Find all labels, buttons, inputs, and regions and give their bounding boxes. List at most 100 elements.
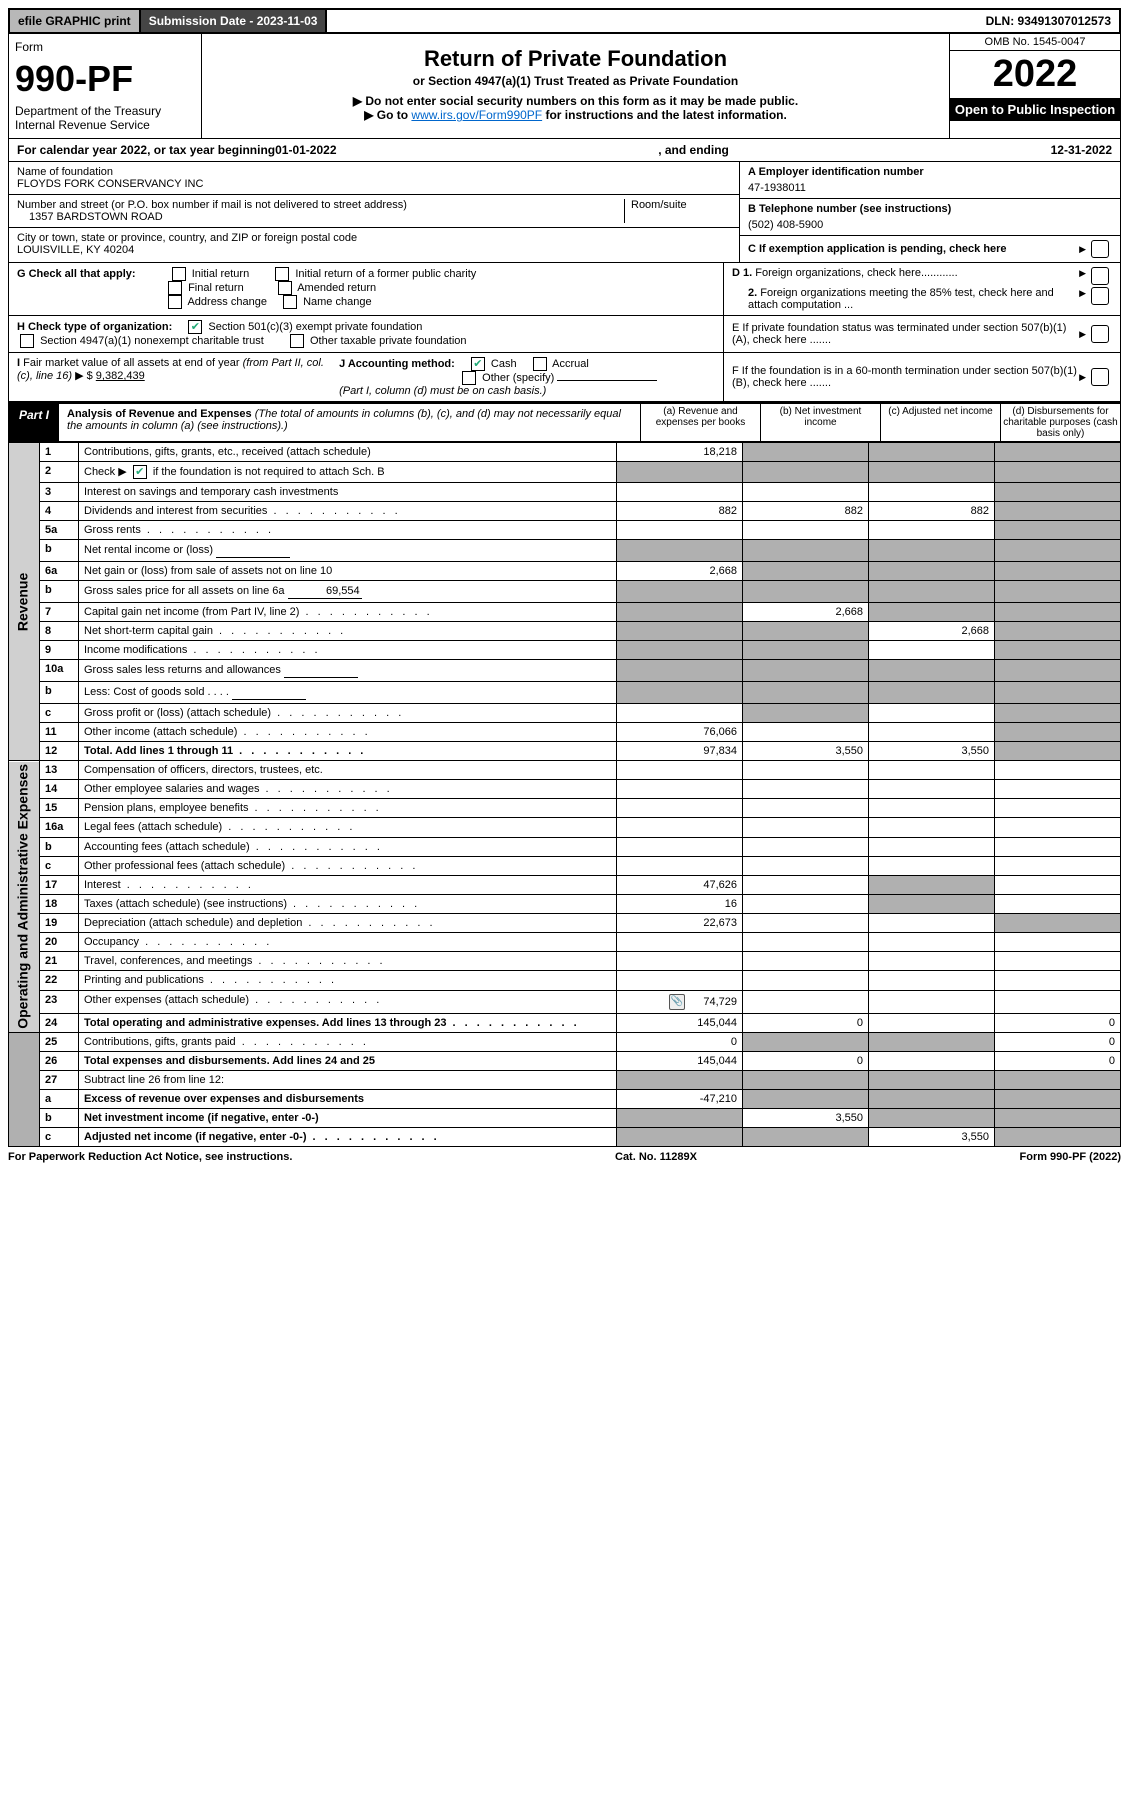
cb-other-tax[interactable] — [290, 334, 304, 348]
desc: Adjusted net income (if negative, enter … — [79, 1127, 617, 1146]
val-c — [869, 1108, 995, 1127]
table-row: 12Total. Add lines 1 through 1197,8343,5… — [9, 742, 1121, 761]
val-a — [617, 1127, 743, 1146]
val-d — [995, 704, 1121, 723]
table-row: 2 Check ▶ if the foundation is not requi… — [9, 462, 1121, 483]
val-a — [617, 952, 743, 971]
ln: 9 — [40, 641, 79, 660]
val-d — [995, 443, 1121, 462]
val-d — [995, 875, 1121, 894]
calendar-year-row: For calendar year 2022, or tax year begi… — [8, 139, 1121, 162]
note-goto-pre: ▶ Go to — [364, 108, 411, 122]
val-d — [995, 483, 1121, 502]
val-b: 3,550 — [743, 1108, 869, 1127]
ln: 11 — [40, 723, 79, 742]
note-goto-post: for instructions and the latest informat… — [542, 108, 787, 122]
info-left: Name of foundation FLOYDS FORK CONSERVAN… — [9, 162, 739, 262]
ln: 21 — [40, 952, 79, 971]
val-d — [995, 914, 1121, 933]
cb-cash[interactable] — [471, 357, 485, 371]
cb-initial-former[interactable] — [275, 267, 289, 281]
header-right: OMB No. 1545-0047 2022 Open to Public In… — [949, 34, 1120, 138]
rental-input[interactable] — [216, 543, 290, 558]
val-b — [743, 856, 869, 875]
cb-final[interactable] — [168, 281, 182, 295]
irs-link[interactable]: www.irs.gov/Form990PF — [411, 108, 542, 122]
i-arrow: ▶ $ — [75, 370, 93, 382]
val-c — [869, 799, 995, 818]
calyear-pre: For calendar year 2022, or tax year begi… — [17, 143, 275, 157]
section-h-e: H Check type of organization: Section 50… — [8, 316, 1121, 353]
cb-addr[interactable] — [168, 295, 182, 309]
val-a: 882 — [617, 502, 743, 521]
gross-sales-input[interactable] — [288, 584, 362, 599]
cb-f[interactable] — [1091, 368, 1109, 386]
table-row: cOther professional fees (attach schedul… — [9, 856, 1121, 875]
val-a: 0 — [617, 1032, 743, 1051]
cb-4947[interactable] — [20, 334, 34, 348]
form-word: Form — [15, 40, 195, 54]
cogs-input[interactable] — [232, 685, 306, 700]
cb-other-method[interactable] — [462, 371, 476, 385]
cb-amended[interactable] — [278, 281, 292, 295]
val-b — [743, 1127, 869, 1146]
desc: Check ▶ if the foundation is not require… — [79, 462, 617, 483]
ln: c — [40, 704, 79, 723]
desc: Taxes (attach schedule) (see instruction… — [79, 894, 617, 913]
val-d — [995, 462, 1121, 483]
cb-e[interactable] — [1091, 325, 1109, 343]
expenses-vlabel: Operating and Administrative Expenses — [9, 761, 40, 1033]
val-b: 3,550 — [743, 742, 869, 761]
d-section: D 1. Foreign organizations, check here..… — [724, 263, 1120, 315]
attachment-icon[interactable]: 📎 — [669, 994, 685, 1010]
table-row: 15Pension plans, employee benefits — [9, 799, 1121, 818]
ln: b — [40, 682, 79, 704]
part1-header: Part I Analysis of Revenue and Expenses … — [8, 402, 1121, 442]
table-row: 26Total expenses and disbursements. Add … — [9, 1051, 1121, 1070]
val-d — [995, 603, 1121, 622]
val-a — [617, 682, 743, 704]
val-d — [995, 502, 1121, 521]
ln: 3 — [40, 483, 79, 502]
val-d — [995, 837, 1121, 856]
efile-print-button[interactable]: efile GRAPHIC print — [10, 10, 141, 32]
cb-501c3[interactable] — [188, 320, 202, 334]
val-c — [869, 483, 995, 502]
cb-d2[interactable] — [1091, 287, 1109, 305]
g-final: Final return — [188, 282, 244, 294]
cb-initial[interactable] — [172, 267, 186, 281]
table-row: 25Contributions, gifts, grants paid00 — [9, 1032, 1121, 1051]
val-d: 0 — [995, 1051, 1121, 1070]
footer-left: For Paperwork Reduction Act Notice, see … — [8, 1151, 292, 1163]
cb-accrual[interactable] — [533, 357, 547, 371]
val-c: 882 — [869, 502, 995, 521]
exemption-cell: C If exemption application is pending, c… — [740, 236, 1120, 262]
exemption-checkbox[interactable] — [1091, 240, 1109, 258]
spacer-cell — [9, 1032, 40, 1146]
col-a-head: (a) Revenue and expenses per books — [641, 404, 761, 441]
val-a — [617, 540, 743, 562]
table-row: 19Depreciation (attach schedule) and dep… — [9, 914, 1121, 933]
table-row: Revenue 1 Contributions, gifts, grants, … — [9, 443, 1121, 462]
arrow-icon — [1079, 267, 1088, 285]
gross-sales-returns-input[interactable] — [284, 663, 358, 678]
val-a — [617, 622, 743, 641]
ln: 14 — [40, 780, 79, 799]
val-b — [743, 581, 869, 603]
desc: Contributions, gifts, grants, etc., rece… — [79, 443, 617, 462]
cb-schb[interactable] — [133, 465, 147, 479]
val-d — [995, 742, 1121, 761]
addr-label: Number and street (or P.O. box number if… — [17, 199, 624, 211]
val-b — [743, 894, 869, 913]
cb-name[interactable] — [283, 295, 297, 309]
val-d — [995, 1127, 1121, 1146]
val-b — [743, 704, 869, 723]
cb-d1[interactable] — [1091, 267, 1109, 285]
val-c — [869, 761, 995, 780]
val-d — [995, 933, 1121, 952]
g-label: G Check all that apply: — [17, 268, 136, 280]
desc: Other income (attach schedule) — [79, 723, 617, 742]
table-row: 11Other income (attach schedule)76,066 — [9, 723, 1121, 742]
ln: b — [40, 1108, 79, 1127]
val-c — [869, 875, 995, 894]
